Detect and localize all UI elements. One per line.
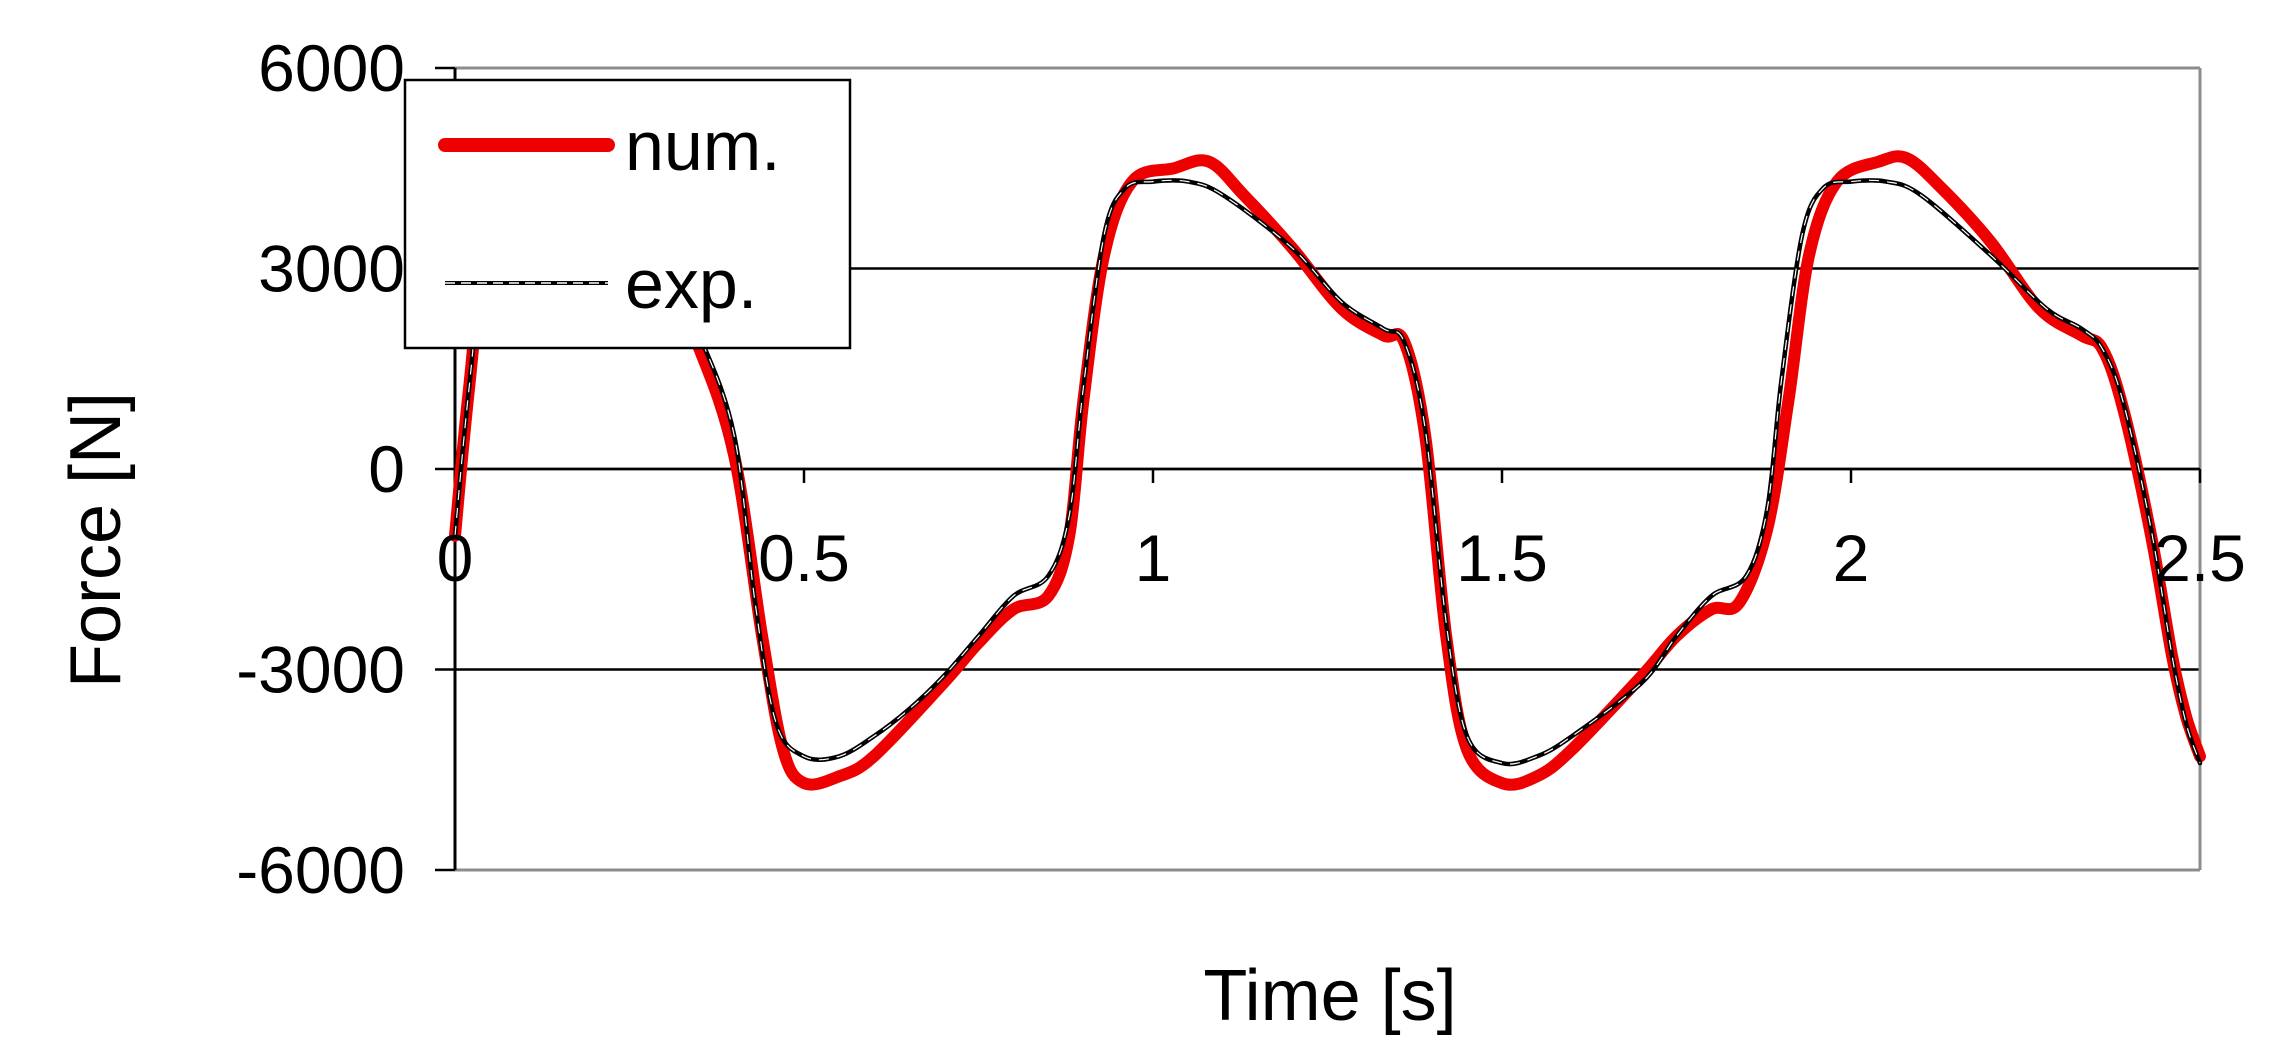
x-tick-label: 2 — [1833, 521, 1870, 595]
y-axis-title: Force [N] — [56, 392, 136, 688]
legend-label-exp: exp. — [625, 245, 757, 323]
y-tick-label: -3000 — [236, 633, 405, 707]
x-tick-label: 2.5 — [2154, 521, 2246, 595]
series-line-exp-highlight — [454, 169, 2201, 765]
series-layer — [449, 150, 2206, 791]
x-axis-title: Time [s] — [1203, 956, 1456, 1036]
axes — [435, 66, 2202, 872]
y-tick-label: 3000 — [258, 232, 405, 306]
y-tick-label: 0 — [368, 432, 405, 506]
y-tick-label: 6000 — [258, 31, 405, 105]
legend-box — [403, 78, 852, 350]
legend-label-num: num. — [625, 107, 781, 185]
x-tick-label: 1.5 — [1456, 521, 1548, 595]
legend: num. exp. — [403, 78, 852, 350]
x-tick-label: 0 — [437, 521, 474, 595]
x-tick-label: 0.5 — [758, 521, 850, 595]
tick-labels: -6000 -3000 0 3000 6000 0 0.5 1 1.5 2 2.5 — [236, 31, 2246, 907]
x-tick-label: 1 — [1135, 521, 1172, 595]
y-tick-label: -6000 — [236, 833, 405, 907]
